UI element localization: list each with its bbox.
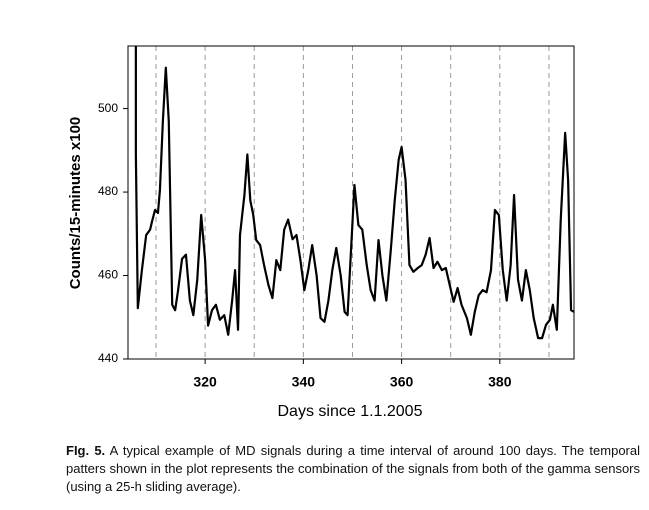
- caption-label: FIg. 5.: [66, 443, 106, 458]
- y-axis-label: Counts/15-minutes x100: [67, 117, 84, 290]
- y-tick-label: 480: [98, 184, 118, 198]
- y-tick-label: 440: [98, 351, 118, 365]
- x-axis-label: Days since 1.1.2005: [278, 403, 423, 420]
- x-tick-label: 340: [292, 374, 316, 390]
- signal-line: [134, 46, 575, 340]
- plot-frame: [127, 45, 575, 360]
- y-tick-label: 500: [98, 101, 118, 115]
- x-tick-label: 380: [488, 374, 512, 390]
- caption-text: A typical example of MD signals during a…: [66, 443, 641, 494]
- x-tick-label: 320: [193, 374, 217, 390]
- x-tick-label: 360: [390, 374, 414, 390]
- caption: FIg. 5. A typical example of MD signals …: [66, 442, 640, 496]
- chart: Days since 1.1.2005 Counts/15-minutes x1…: [67, 45, 575, 420]
- y-tick-label: 460: [98, 268, 118, 282]
